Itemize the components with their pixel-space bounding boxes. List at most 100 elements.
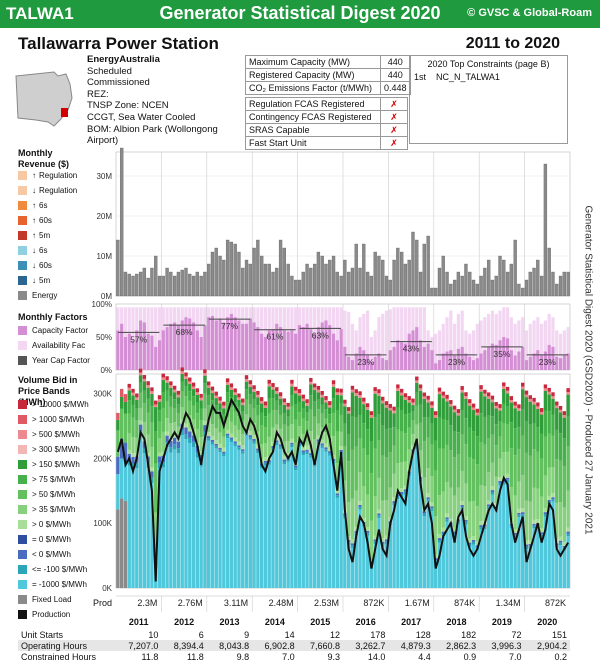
capacity-bar bbox=[173, 322, 177, 370]
volume-band-bar bbox=[142, 375, 147, 379]
volume-band-bar bbox=[392, 505, 396, 588]
revenue-bar bbox=[328, 259, 332, 297]
revenue-bar bbox=[324, 263, 328, 297]
revenue-bar bbox=[210, 251, 215, 297]
stats-cell: 178 bbox=[370, 629, 386, 640]
revenue-bar bbox=[127, 273, 131, 297]
volume-band-bar bbox=[203, 375, 207, 384]
volume-band-bar bbox=[335, 493, 340, 496]
legend-swatch bbox=[18, 520, 27, 529]
revenue-bar bbox=[456, 271, 461, 297]
volume-band-bar bbox=[294, 386, 298, 391]
volume-band-bar bbox=[282, 464, 287, 588]
volume-band-bar bbox=[195, 388, 200, 393]
volume-band-bar bbox=[218, 400, 222, 404]
revenue-bar bbox=[415, 239, 419, 297]
volume-legend-item: > 10000 $/MWh bbox=[18, 397, 89, 412]
volume-band-bar bbox=[562, 465, 567, 508]
volume-band-bar bbox=[373, 448, 377, 497]
capacity-bar bbox=[195, 330, 199, 370]
volume-band-bar bbox=[218, 403, 222, 410]
volume-band-bar bbox=[256, 405, 260, 416]
volume-band-bar bbox=[312, 390, 317, 402]
availability-bar bbox=[509, 317, 513, 370]
volume-band-bar bbox=[354, 446, 358, 491]
volume-band-bar bbox=[430, 407, 434, 424]
volume-band-bar bbox=[418, 388, 423, 391]
revenue-bar bbox=[222, 259, 226, 297]
volume-band-bar bbox=[127, 390, 131, 401]
volume-band-bar bbox=[135, 393, 139, 398]
volume-band-bar bbox=[244, 399, 249, 415]
constraint-name: NC_N_TALWA1 bbox=[436, 72, 500, 82]
volume-band-bar bbox=[267, 383, 271, 387]
volume-band-bar bbox=[392, 501, 396, 504]
revenue-bar bbox=[384, 275, 389, 297]
volume-band-bar bbox=[350, 449, 355, 499]
stats-row-operating-hours: Operating Hours 7,207.0 8,394.4 8,043.8 6,90… bbox=[18, 640, 570, 651]
commission-status: Commissioned bbox=[87, 77, 150, 89]
volume-band-bar bbox=[555, 405, 559, 409]
volume-band-bar bbox=[241, 411, 245, 421]
volume-band-bar bbox=[521, 508, 525, 513]
volume-band-bar bbox=[384, 407, 389, 429]
volume-band-bar bbox=[328, 401, 332, 405]
volume-band-bar bbox=[415, 405, 419, 425]
prod-year-value: 1.67M bbox=[405, 598, 430, 608]
volume-band-bar bbox=[365, 409, 370, 430]
volume-band-bar bbox=[123, 461, 128, 501]
revenue-bar bbox=[369, 275, 374, 297]
legend-label: Year Cap Factor bbox=[32, 355, 90, 365]
volume-band-bar bbox=[524, 390, 529, 395]
y-tick-label: 0M bbox=[101, 292, 112, 301]
tnsp-zone: TNSP Zone: NCEN bbox=[87, 100, 169, 112]
availability-bar bbox=[366, 310, 370, 370]
volume-band-bar bbox=[169, 396, 173, 407]
volume-band-bar bbox=[157, 468, 162, 588]
volume-band-bar bbox=[320, 443, 324, 446]
volume-band-bar bbox=[161, 373, 165, 378]
volume-band-bar bbox=[346, 502, 351, 537]
volume-band-bar bbox=[214, 414, 218, 429]
volume-band-bar bbox=[475, 412, 479, 416]
volume-band-bar bbox=[248, 435, 252, 438]
volume-band-bar bbox=[566, 392, 570, 395]
volume-band-bar bbox=[547, 391, 551, 395]
capacity-bar bbox=[381, 358, 385, 370]
x-tick-label: 2016 bbox=[356, 617, 376, 627]
volume-band-bar bbox=[214, 448, 218, 588]
volume-band-bar bbox=[505, 424, 510, 452]
volume-band-bar bbox=[176, 441, 181, 449]
volume-band-bar bbox=[301, 455, 305, 588]
volume-band-bar bbox=[244, 389, 249, 400]
volume-band-bar bbox=[207, 440, 211, 588]
volume-band-bar bbox=[320, 439, 324, 444]
volume-band-bar bbox=[362, 448, 366, 487]
volume-band-bar bbox=[566, 388, 570, 393]
volume-band-bar bbox=[328, 414, 332, 424]
volume-band-bar bbox=[282, 455, 287, 460]
volume-band-bar bbox=[464, 444, 468, 484]
volume-band-bar bbox=[362, 526, 366, 588]
volume-band-bar bbox=[256, 397, 260, 406]
volume-band-bar bbox=[233, 388, 237, 393]
volume-band-bar bbox=[331, 398, 336, 414]
volume-band-bar bbox=[138, 408, 143, 421]
volume-band-bar bbox=[146, 434, 150, 453]
volume-band-bar bbox=[248, 386, 252, 395]
volume-band-bar bbox=[195, 428, 200, 443]
volume-band-bar bbox=[437, 534, 442, 539]
capacity-bar bbox=[282, 330, 286, 370]
capacity-bar bbox=[551, 346, 555, 370]
volume-band-bar bbox=[471, 501, 476, 537]
volume-band-bar bbox=[449, 518, 453, 523]
volume-band-bar bbox=[479, 525, 483, 528]
volume-band-bar bbox=[358, 415, 362, 438]
volume-band-bar bbox=[188, 391, 192, 401]
volume-band-bar bbox=[358, 506, 362, 510]
capacity-bar bbox=[301, 327, 305, 370]
volume-band-bar bbox=[335, 410, 340, 432]
volume-band-bar bbox=[180, 435, 184, 588]
volume-band-bar bbox=[150, 482, 154, 588]
volume-band-bar bbox=[328, 407, 332, 415]
